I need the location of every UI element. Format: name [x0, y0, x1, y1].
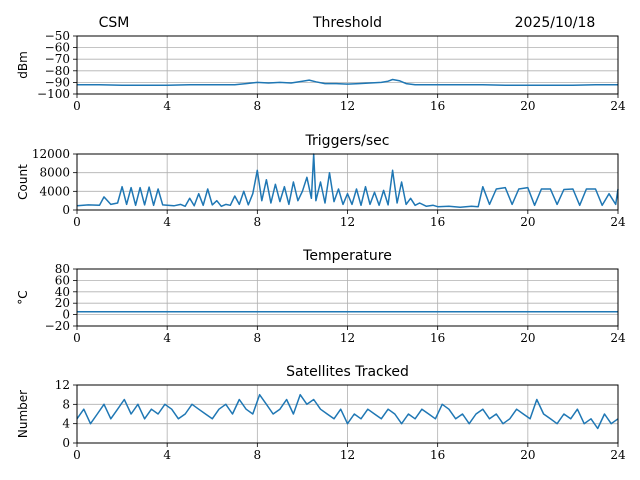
- y-tick-label: −90: [45, 75, 70, 89]
- x-tick-label: 0: [73, 99, 81, 113]
- x-tick-label: 8: [254, 99, 262, 113]
- x-tick-label: 24: [610, 215, 626, 229]
- y-tick-label: −60: [45, 41, 70, 55]
- series-line: [76, 393, 619, 430]
- x-tick-label: 0: [73, 215, 81, 229]
- y-tick-label: 0: [62, 203, 70, 217]
- x-tick-label: 0: [73, 448, 81, 462]
- y-tick-label: 12: [55, 378, 70, 392]
- y-tick-label: 4000: [39, 184, 70, 198]
- panel-title: Triggers/sec: [305, 133, 390, 149]
- y-tick-label: 80: [55, 262, 70, 276]
- x-tick-label: 12: [340, 448, 355, 462]
- y-tick-label: 40: [55, 285, 70, 299]
- y-tick-label: 0: [62, 436, 70, 450]
- x-tick-label: 8: [254, 331, 262, 345]
- x-tick-label: 12: [340, 215, 355, 229]
- x-tick-label: 16: [430, 448, 445, 462]
- x-tick-label: 24: [610, 99, 626, 113]
- y-tick-label: −50: [45, 29, 70, 43]
- panel-title: Satellites Tracked: [286, 364, 409, 380]
- panel-4: 0 4 8 12 16 20 24 0 4 8 12 Satellites Tracked Number: [16, 364, 626, 462]
- series-line: [77, 78, 618, 87]
- y-tick-label: −100: [37, 87, 70, 101]
- x-tick-label: 8: [254, 215, 262, 229]
- panel-2: 0 4 8 12 16 20 24 0 4000 8000 12000 Triggers/sec Cou…: [16, 133, 626, 229]
- date-label: 2025/10/18: [515, 15, 596, 31]
- x-tick-label: 4: [163, 331, 171, 345]
- y-axis-label: °C: [16, 290, 30, 304]
- station-label: CSM: [99, 15, 130, 31]
- x-tick-label: 12: [340, 99, 355, 113]
- y-tick-label: 4: [62, 417, 70, 431]
- y-axis-label: dBm: [16, 51, 30, 79]
- x-tick-label: 8: [254, 448, 262, 462]
- y-axis-label: Number: [16, 390, 30, 438]
- y-tick-label: −70: [45, 52, 70, 66]
- y-tick-label: −20: [45, 319, 70, 333]
- x-tick-label: 4: [163, 99, 171, 113]
- y-axis-label: Count: [16, 164, 30, 200]
- x-tick-label: 16: [430, 99, 445, 113]
- x-tick-label: 0: [73, 331, 81, 345]
- x-tick-label: 20: [520, 99, 535, 113]
- y-tick-label: 20: [55, 296, 70, 310]
- y-tick-label: 8000: [39, 166, 70, 180]
- x-tick-label: 24: [610, 448, 626, 462]
- y-tick-label: −80: [45, 64, 70, 78]
- x-tick-label: 16: [430, 215, 445, 229]
- panel-1: 0 4 8 12 16 20 24 −50−60−70−80−90−100 Threshold d…: [16, 15, 626, 113]
- y-tick-label: 12000: [32, 147, 70, 161]
- x-tick-label: 20: [520, 448, 535, 462]
- x-tick-label: 4: [163, 448, 171, 462]
- panels-group: 0 4 8 12 16 20 24 −50−60−70−80−90−100 Threshold d…: [16, 15, 626, 462]
- y-tick-label: 60: [55, 273, 70, 287]
- series-line: [76, 153, 619, 208]
- x-tick-label: 12: [340, 331, 355, 345]
- x-tick-label: 4: [163, 215, 171, 229]
- x-tick-label: 20: [520, 331, 535, 345]
- panel-title: Temperature: [302, 248, 392, 264]
- y-tick-label: 0: [62, 308, 70, 322]
- x-tick-label: 16: [430, 331, 445, 345]
- y-tick-label: 8: [62, 397, 70, 411]
- x-tick-label: 24: [610, 331, 626, 345]
- x-tick-label: 20: [520, 215, 535, 229]
- panel-title: Threshold: [312, 15, 382, 31]
